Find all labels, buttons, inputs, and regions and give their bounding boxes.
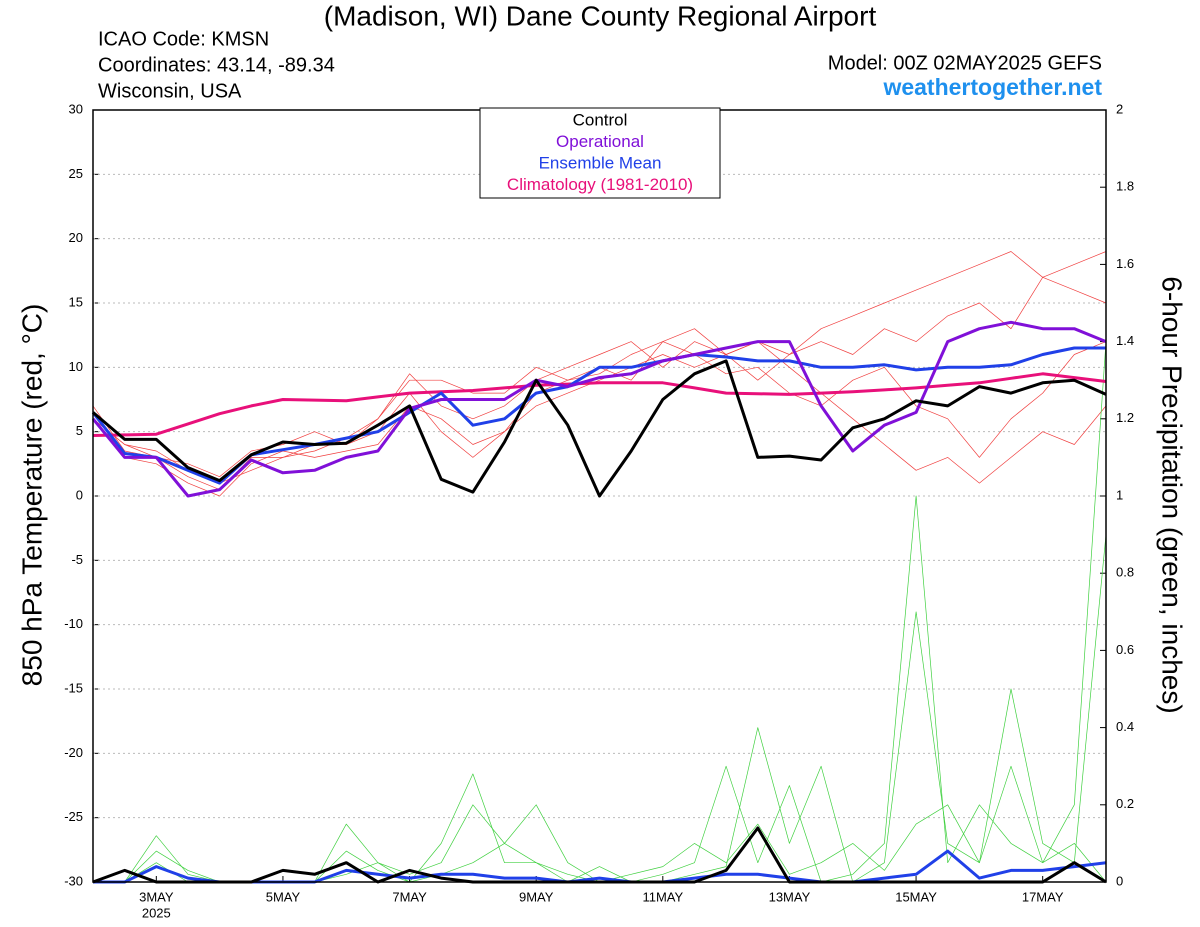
y-tick-label: 0 xyxy=(76,487,83,502)
x-tick-label: 3MAY xyxy=(139,889,174,904)
y-tick-label: -5 xyxy=(71,552,83,567)
y-tick-label: 15 xyxy=(69,294,83,309)
precip-line xyxy=(93,534,1107,883)
y2-tick-label: 0.8 xyxy=(1116,565,1134,580)
info-line: ICAO Code: KMSN xyxy=(98,28,269,50)
info-line: Wisconsin, USA xyxy=(98,80,242,102)
plot-area xyxy=(91,109,1107,884)
y-tick-label: 20 xyxy=(69,230,83,245)
y-tick-label: -25 xyxy=(64,809,83,824)
y-tick-label: -10 xyxy=(64,616,83,631)
y-axis-label: 850 hPa Temperature (red, °C) xyxy=(16,304,47,687)
legend-box xyxy=(479,107,721,199)
y2-tick-label: 1.8 xyxy=(1116,179,1134,194)
y-tick-label: 10 xyxy=(69,359,83,374)
x-tick-label: 11MAY xyxy=(642,889,683,904)
member-line xyxy=(92,276,1107,478)
x-tick-label: 5MAY xyxy=(266,889,301,904)
y2-tick-label: 1.4 xyxy=(1116,333,1134,348)
precip-line xyxy=(93,341,1107,883)
y2-axis-label: 6-hour Precipitation (green, inches) xyxy=(1157,276,1188,713)
legend-entry: Control xyxy=(573,110,628,129)
y-tick-label: -15 xyxy=(64,680,83,695)
y2-tick-label: 0 xyxy=(1116,873,1123,888)
member-line xyxy=(92,341,1107,497)
legend-entry: Climatology (1981-2010) xyxy=(507,175,693,194)
chart-title: (Madison, WI) Dane County Regional Airpo… xyxy=(324,0,877,31)
y2-tick-label: 2 xyxy=(1116,101,1123,116)
site-link: weathertogether.net xyxy=(882,74,1102,100)
series-line xyxy=(91,320,1107,498)
y-tick-label: -30 xyxy=(64,873,83,888)
member-line xyxy=(92,251,1107,490)
x-year-label: 2025 xyxy=(142,905,171,920)
y-tick-label: 30 xyxy=(69,101,83,116)
y-tick-label: 25 xyxy=(69,166,83,181)
x-tick-label: 15MAY xyxy=(895,889,937,904)
info-line: Coordinates: 43.14, -89.34 xyxy=(98,54,335,76)
series-line xyxy=(92,359,1107,498)
x-tick-label: 13MAY xyxy=(769,889,811,904)
legend-entry: Ensemble Mean xyxy=(539,153,662,172)
y2-tick-label: 0.2 xyxy=(1116,796,1134,811)
legend: Control Operational Ensemble Mean Climatolo… xyxy=(479,107,721,199)
x-tick-label: 17MAY xyxy=(1022,889,1064,904)
precip-line xyxy=(93,611,1107,883)
legend-entry: Operational xyxy=(556,132,644,151)
series-line xyxy=(92,372,1107,437)
x-tick-label: 7MAY xyxy=(392,889,427,904)
model-info: Model: 00Z 02MAY2025 GEFS xyxy=(828,52,1102,74)
y2-tick-label: 0.4 xyxy=(1116,719,1134,734)
y2-tick-label: 1.6 xyxy=(1116,256,1134,271)
x-tick-label: 9MAY xyxy=(519,889,554,904)
y-tick-label: 5 xyxy=(76,423,83,438)
y-tick-label: -20 xyxy=(64,745,83,760)
y2-tick-label: 0.6 xyxy=(1116,642,1134,657)
y2-tick-label: 1 xyxy=(1116,487,1123,502)
y2-tick-label: 1.2 xyxy=(1116,410,1134,425)
